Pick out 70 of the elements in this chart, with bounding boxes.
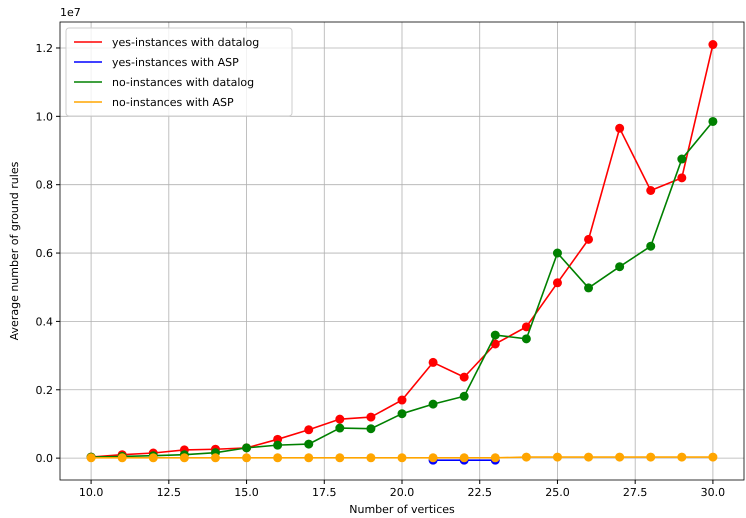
x-axis-title: Number of vertices — [349, 503, 456, 516]
y-axis-title: Average number of ground rules — [8, 161, 21, 340]
x-tick-label: 10.0 — [78, 486, 104, 499]
x-tick-label: 20.0 — [390, 486, 414, 499]
y-tick-label: 0.2 — [36, 384, 53, 397]
x-tick-label: 27.5 — [622, 486, 648, 499]
point — [708, 40, 718, 50]
point — [335, 414, 344, 424]
point — [584, 234, 594, 244]
point — [398, 409, 406, 418]
legend-label: yes-instances with ASP — [112, 56, 240, 69]
point — [273, 453, 282, 462]
point — [210, 453, 220, 462]
point — [460, 372, 469, 382]
point — [646, 242, 656, 251]
point — [490, 330, 500, 340]
x-tick-label: 22.5 — [467, 486, 492, 499]
legend-label: no-instances with datalog — [112, 76, 254, 89]
point — [490, 453, 500, 462]
point — [677, 154, 686, 164]
y-tick-label: 1.2 — [36, 42, 53, 55]
y-tick-label: 0.4 — [36, 315, 53, 328]
point — [428, 400, 438, 409]
x-tick-label: 12.5 — [156, 486, 182, 499]
point — [615, 262, 624, 272]
point — [273, 440, 282, 450]
point — [677, 173, 686, 182]
point — [460, 392, 469, 401]
point — [304, 425, 314, 434]
y-tick-label: 0.8 — [36, 178, 53, 192]
point — [242, 453, 252, 462]
point — [552, 278, 562, 288]
point — [677, 452, 686, 462]
point — [304, 453, 314, 462]
point — [552, 248, 562, 258]
point — [584, 283, 594, 292]
x-tick-label: 15.0 — [234, 486, 259, 499]
point — [366, 453, 376, 462]
x-tick-label: 25.0 — [545, 486, 570, 499]
point — [584, 452, 594, 462]
point — [615, 452, 624, 462]
point — [615, 124, 624, 133]
point — [646, 452, 656, 462]
legend-label: no-instances with ASP — [112, 96, 234, 109]
point — [398, 453, 406, 462]
x-tick-label: 30.0 — [700, 486, 726, 499]
text: 1e7 — [60, 6, 81, 19]
point — [335, 453, 344, 462]
point — [366, 412, 376, 422]
y-tick-label: 0.0 — [36, 452, 53, 466]
point — [428, 453, 438, 462]
point — [460, 453, 469, 462]
point — [522, 334, 531, 344]
point — [366, 424, 376, 434]
point — [552, 452, 562, 462]
point — [646, 186, 656, 196]
point — [708, 116, 718, 126]
point — [522, 322, 531, 332]
point — [522, 452, 531, 462]
y-tick-label: 0.6 — [36, 247, 53, 260]
point — [428, 358, 438, 367]
point — [490, 339, 500, 348]
point — [180, 453, 189, 462]
y-tick-label: 1.0 — [36, 110, 53, 124]
x-tick-label: 17.5 — [312, 486, 337, 499]
legend-label: yes-instances with datalog — [112, 36, 260, 49]
point — [335, 424, 344, 433]
point — [304, 440, 314, 449]
point — [398, 396, 406, 405]
point — [708, 452, 718, 462]
